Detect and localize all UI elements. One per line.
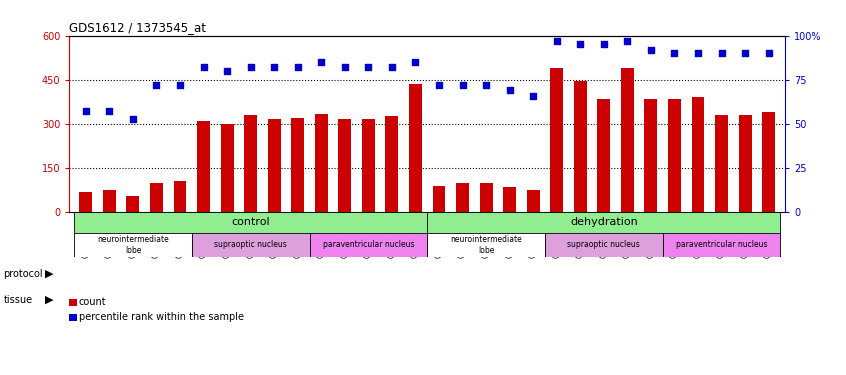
Point [409, 59, 422, 65]
Bar [173, 181, 186, 212]
Point [550, 38, 563, 44]
Bar [310, 233, 427, 257]
Point [220, 68, 233, 74]
Bar [527, 190, 540, 212]
Bar [691, 98, 705, 212]
Text: supraoptic nucleus: supraoptic nucleus [214, 240, 287, 249]
Point [739, 50, 752, 56]
Point [244, 64, 257, 70]
Bar [244, 115, 257, 212]
Bar [427, 233, 545, 257]
Bar [409, 84, 422, 212]
Text: supraoptic nucleus: supraoptic nucleus [568, 240, 640, 249]
Point [150, 82, 163, 88]
Bar [74, 233, 192, 257]
Point [574, 42, 587, 48]
Bar [192, 233, 310, 257]
Bar [503, 187, 516, 212]
Bar [762, 112, 775, 212]
Point [338, 64, 352, 70]
Bar [645, 99, 657, 212]
Bar [456, 183, 469, 212]
Bar [80, 192, 92, 212]
Point [762, 50, 776, 56]
Point [102, 108, 116, 114]
Text: count: count [79, 297, 106, 307]
Bar [291, 118, 305, 212]
Point [644, 47, 657, 53]
Point [315, 59, 328, 65]
Point [267, 64, 281, 70]
Point [503, 87, 516, 93]
Bar [432, 186, 446, 212]
Point [480, 82, 493, 88]
Bar [662, 233, 780, 257]
Text: paraventricular nucleus: paraventricular nucleus [676, 240, 767, 249]
Text: neurointermediate
lobe: neurointermediate lobe [450, 235, 522, 255]
Bar [668, 99, 681, 212]
Text: ▶: ▶ [45, 269, 53, 279]
Point [715, 50, 728, 56]
Text: neurointermediate
lobe: neurointermediate lobe [97, 235, 169, 255]
Point [691, 50, 705, 56]
Bar [597, 99, 610, 212]
Point [456, 82, 470, 88]
Bar [103, 190, 116, 212]
Point [667, 50, 681, 56]
Bar [362, 119, 375, 212]
Bar [621, 68, 634, 212]
Point [173, 82, 187, 88]
Bar [715, 115, 728, 212]
Text: percentile rank within the sample: percentile rank within the sample [79, 312, 244, 322]
Text: control: control [231, 217, 270, 227]
Bar [739, 115, 751, 212]
Bar [338, 119, 351, 212]
Text: protocol: protocol [3, 269, 43, 279]
Text: ▶: ▶ [45, 295, 53, 305]
Point [197, 64, 211, 70]
Point [385, 64, 398, 70]
Point [621, 38, 634, 44]
Point [79, 108, 92, 114]
Point [361, 64, 375, 70]
Point [597, 42, 611, 48]
Bar [574, 81, 587, 212]
Bar [74, 212, 427, 233]
Bar [150, 183, 163, 212]
Bar [197, 121, 210, 212]
Bar [315, 114, 327, 212]
Text: GDS1612 / 1373545_at: GDS1612 / 1373545_at [69, 21, 206, 34]
Point [291, 64, 305, 70]
Bar [221, 124, 233, 212]
Bar [545, 233, 662, 257]
Point [432, 82, 446, 88]
Bar [386, 117, 398, 212]
Bar [550, 68, 563, 212]
Bar [427, 212, 780, 233]
Point [526, 93, 540, 99]
Text: tissue: tissue [3, 295, 32, 305]
Bar [267, 119, 281, 212]
Point [126, 116, 140, 122]
Text: dehydration: dehydration [570, 217, 638, 227]
Bar [126, 196, 140, 212]
Text: paraventricular nucleus: paraventricular nucleus [322, 240, 415, 249]
Bar [480, 183, 492, 212]
